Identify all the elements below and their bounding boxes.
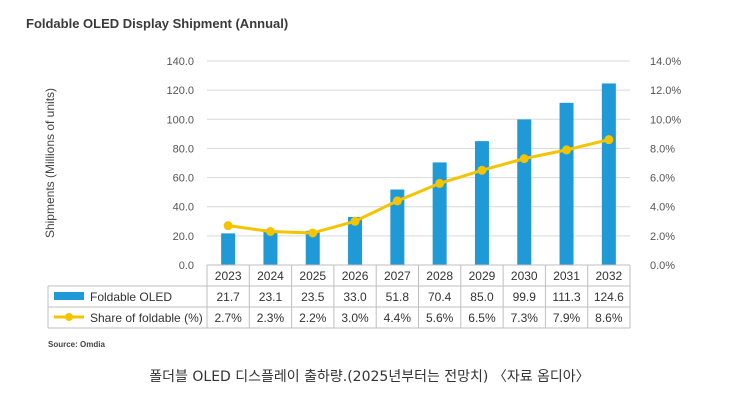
x-axis-tick-label: 2026 — [342, 269, 369, 283]
x-axis-tick-label: 2027 — [384, 269, 411, 283]
bar-2032 — [601, 83, 616, 265]
data-label-line: 7.9% — [553, 311, 581, 325]
legend-swatch-bar — [54, 292, 84, 300]
bar-2028 — [432, 162, 447, 265]
y2-axis-tick-label: 2.0% — [650, 231, 675, 243]
bar-2029 — [474, 141, 489, 265]
bar-2025 — [305, 230, 320, 265]
y-axis-label: Shipments (Millions of units) — [43, 88, 57, 238]
y2-axis-tick-label: 8.0% — [650, 143, 675, 155]
share-point-2027 — [392, 196, 402, 206]
y-axis-tick-label: 20.0 — [173, 231, 194, 243]
y2-axis-tick-label: 0.0% — [650, 260, 675, 272]
bar-2027 — [390, 189, 405, 265]
share-point-2030 — [519, 154, 529, 164]
legend-swatch-marker — [65, 313, 73, 321]
data-label-line: 2.2% — [299, 311, 327, 325]
y-axis-tick-label: 80.0 — [173, 143, 194, 155]
data-label-bar: 51.8 — [386, 290, 410, 304]
x-axis-tick-label: 2025 — [299, 269, 326, 283]
data-label-bar: 111.3 — [552, 290, 581, 304]
share-point-2026 — [350, 216, 360, 226]
data-label-bar: 99.9 — [513, 290, 537, 304]
bar-2024 — [263, 231, 278, 265]
y-axis-tick-label: 60.0 — [173, 173, 194, 185]
data-label-line: 7.3% — [511, 311, 539, 325]
image-caption: 폴더블 OLED 디스플레이 출하량.(2025년부터는 전망치) 〈자료 옴디… — [149, 369, 590, 385]
share-point-2029 — [477, 165, 487, 175]
x-axis-tick-label: 2031 — [553, 269, 580, 283]
share-point-2023 — [223, 221, 233, 231]
bar-2030 — [517, 119, 532, 265]
data-label-line: 2.7% — [214, 311, 242, 325]
bar-2023 — [221, 233, 236, 265]
data-label-line: 8.6% — [595, 311, 623, 325]
data-label-bar: 33.0 — [343, 290, 367, 304]
y2-axis-tick-label: 10.0% — [650, 114, 681, 126]
share-point-2025 — [308, 228, 318, 238]
y-axis-tick-label: 140.0 — [166, 56, 194, 68]
data-label-bar: 70.4 — [428, 290, 452, 304]
x-axis-tick-label: 2023 — [215, 269, 242, 283]
data-label-bar: 23.5 — [301, 290, 325, 304]
x-axis-tick-label: 2029 — [469, 269, 496, 283]
share-line — [227, 138, 610, 235]
data-label-bar: 21.7 — [216, 290, 240, 304]
y2-axis-tick-label: 14.0% — [650, 56, 681, 68]
y2-axis-tick-label: 4.0% — [650, 202, 675, 214]
source-note: Source: Omdia — [48, 340, 105, 349]
share-point-2024 — [265, 226, 275, 236]
x-axis-tick-label: 2032 — [595, 269, 622, 283]
data-label-line: 6.5% — [468, 311, 496, 325]
bar-2026 — [348, 216, 363, 265]
x-axis-tick-label: 2024 — [257, 269, 284, 283]
y2-axis-tick-label: 12.0% — [650, 85, 681, 97]
data-label-line: 4.4% — [384, 311, 412, 325]
legend-label-bar: Foldable OLED — [90, 290, 172, 304]
x-axis-tick-label: 2028 — [426, 269, 453, 283]
share-point-2031 — [562, 145, 572, 155]
bar-2031 — [559, 102, 574, 265]
data-label-bar: 23.1 — [259, 290, 283, 304]
y-axis-tick-label: 40.0 — [173, 202, 194, 214]
data-label-line: 3.0% — [341, 311, 369, 325]
data-label-bar: 85.0 — [470, 290, 494, 304]
y-axis-tick-label: 0.0 — [179, 260, 194, 272]
x-axis-tick-label: 2030 — [511, 269, 538, 283]
chart-title: Foldable OLED Display Shipment (Annual) — [26, 16, 288, 31]
y2-axis-tick-label: 6.0% — [650, 173, 675, 185]
share-point-2028 — [435, 178, 445, 188]
y-axis-tick-label: 100.0 — [166, 114, 194, 126]
data-label-bar: 124.6 — [594, 290, 624, 304]
combo-chart: Foldable OLED Display Shipment (Annual) 0… — [26, 16, 681, 349]
data-label-line: 5.6% — [426, 311, 454, 325]
data-label-line: 2.3% — [257, 311, 285, 325]
y-axis-tick-label: 120.0 — [166, 85, 194, 97]
share-point-2032 — [604, 135, 614, 145]
legend-label-line: Share of foldable (%) — [90, 311, 203, 325]
